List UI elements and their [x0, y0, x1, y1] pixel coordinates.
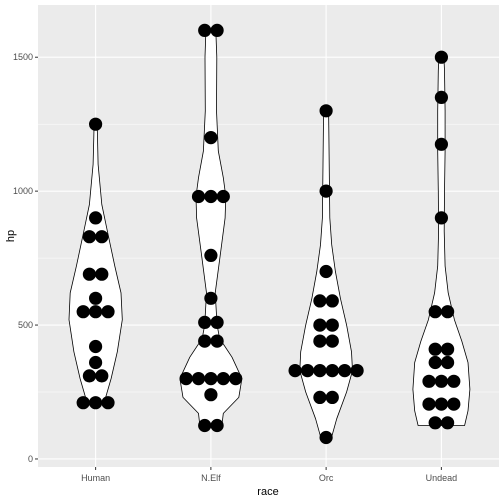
y-tick-label: 500 [18, 320, 33, 330]
data-dot [82, 230, 96, 244]
data-dot [191, 189, 206, 204]
data-dot [434, 374, 448, 388]
data-dot [191, 372, 206, 386]
data-dot [204, 248, 218, 262]
data-dot [89, 291, 103, 305]
y-axis-title: hp [5, 230, 17, 242]
data-dot [89, 396, 103, 410]
data-dot [82, 267, 96, 281]
data-dot [204, 291, 218, 305]
data-dot [428, 342, 442, 356]
x-axis: Human N.Elf Orc Undead [81, 467, 457, 483]
data-dot [325, 294, 339, 308]
data-dot [82, 369, 96, 383]
data-dot [204, 189, 218, 204]
x-axis-title: race [257, 486, 278, 498]
y-tick-label: 0 [28, 454, 33, 464]
data-dot [89, 355, 103, 370]
data-dot [434, 50, 448, 64]
data-dot [101, 396, 115, 410]
data-dot [89, 305, 103, 319]
data-dot [441, 305, 455, 319]
data-dot [210, 334, 224, 348]
data-dot [434, 211, 448, 225]
data-dot [198, 23, 212, 37]
data-dot [216, 189, 230, 204]
x-tick-label: N.Elf [201, 473, 221, 483]
y-tick-label: 1000 [13, 186, 33, 196]
data-dot [313, 318, 327, 332]
data-dot [338, 364, 352, 378]
data-dot [325, 364, 339, 378]
data-dot [300, 364, 315, 378]
data-dot [89, 339, 103, 354]
data-dot [198, 315, 212, 329]
data-dot [325, 318, 339, 332]
x-tick-label: Undead [426, 473, 458, 483]
data-dot [434, 397, 448, 411]
y-axis: 0 500 1000 1500 [13, 52, 38, 464]
data-dot [101, 305, 115, 319]
dots-layer [76, 23, 461, 445]
data-dot [210, 23, 224, 37]
data-dot [422, 374, 436, 388]
x-tick-label: Human [81, 473, 110, 483]
data-dot [210, 315, 224, 329]
data-dot [76, 305, 90, 319]
data-dot [313, 294, 327, 308]
data-dot [89, 211, 103, 225]
data-dot [447, 374, 461, 388]
data-dot [319, 430, 333, 445]
data-dot [179, 372, 193, 386]
data-dot [210, 418, 224, 433]
data-dot [95, 267, 109, 281]
data-dot [95, 369, 109, 383]
data-dot [447, 397, 461, 411]
data-dot [350, 364, 364, 378]
data-dot [319, 184, 333, 198]
data-dot [204, 388, 218, 402]
data-dot [216, 372, 230, 386]
data-dot [428, 305, 442, 319]
data-dot [441, 416, 455, 430]
data-dot [89, 117, 103, 131]
data-dot [313, 334, 327, 348]
data-dot [204, 131, 218, 145]
data-dot [422, 397, 436, 411]
data-dot [313, 390, 327, 404]
y-tick-label: 1500 [13, 52, 33, 62]
data-dot [76, 396, 90, 410]
data-dot [319, 264, 333, 279]
data-dot [428, 355, 442, 370]
x-tick-label: Orc [319, 473, 334, 483]
data-dot [428, 416, 442, 430]
data-dot [313, 364, 327, 378]
data-dot [229, 372, 243, 386]
data-dot [434, 90, 448, 104]
data-dot [204, 372, 218, 386]
data-dot [434, 137, 448, 151]
data-dot [441, 355, 455, 370]
data-dot [319, 104, 333, 118]
data-dot [325, 334, 339, 348]
data-dot [95, 230, 109, 244]
data-dot [198, 334, 212, 348]
data-dot [288, 364, 302, 378]
data-dot [325, 390, 339, 404]
data-dot [441, 342, 455, 356]
data-dot [198, 418, 212, 433]
